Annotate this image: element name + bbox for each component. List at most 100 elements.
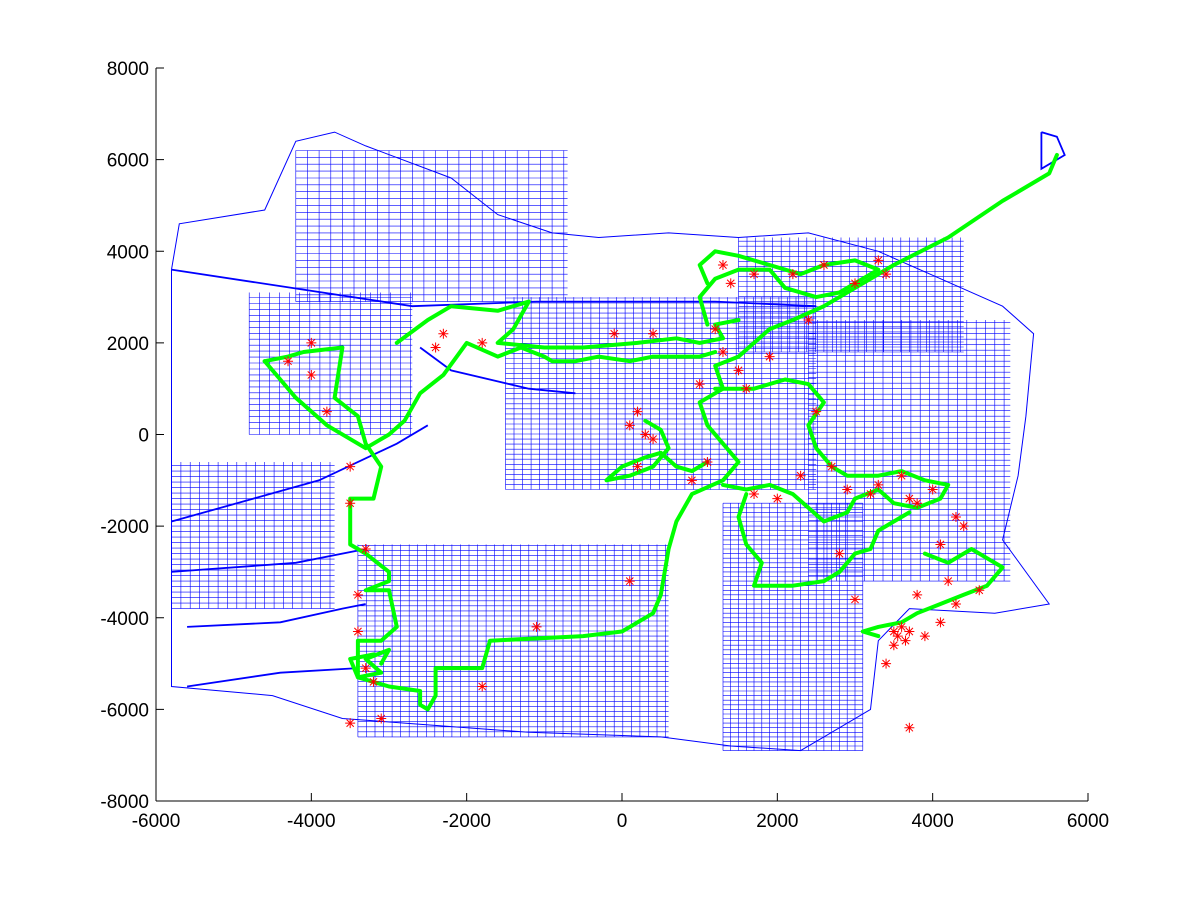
street-network bbox=[171, 131, 1066, 752]
marker-asterisk bbox=[865, 489, 876, 500]
marker-asterisk bbox=[345, 718, 356, 729]
x-tick-label: -4000 bbox=[287, 811, 336, 832]
marker-asterisk bbox=[632, 461, 643, 472]
marker-asterisk bbox=[811, 406, 822, 417]
marker-asterisk bbox=[624, 576, 635, 587]
x-tick-label: -6000 bbox=[132, 811, 181, 832]
marker-asterisk bbox=[935, 539, 946, 550]
marker-asterisk bbox=[352, 626, 363, 637]
marker-asterisk bbox=[888, 626, 899, 637]
route-segment bbox=[713, 377, 951, 524]
marker-asterisk bbox=[834, 548, 845, 559]
major-street bbox=[419, 346, 576, 395]
marker-asterisk bbox=[974, 585, 985, 596]
y-tick-label: -2000 bbox=[100, 517, 149, 538]
major-street bbox=[171, 268, 817, 308]
marker-asterisk bbox=[632, 406, 643, 417]
route-path bbox=[262, 153, 1059, 712]
marker-asterisk bbox=[360, 663, 371, 674]
marker-asterisk bbox=[430, 342, 441, 353]
marker-asterisk bbox=[818, 259, 829, 270]
marker-asterisk bbox=[702, 456, 713, 467]
street-outline bbox=[171, 131, 1051, 752]
marker-asterisk bbox=[640, 429, 651, 440]
marker-asterisk bbox=[717, 259, 728, 270]
major-street bbox=[171, 424, 429, 523]
marker-asterisk bbox=[749, 269, 760, 280]
y-tick-label: 4000 bbox=[107, 242, 149, 263]
y-tick-label: 6000 bbox=[107, 151, 149, 172]
marker-asterisk bbox=[912, 498, 923, 509]
marker-asterisk bbox=[873, 479, 884, 490]
marker-asterisk bbox=[352, 589, 363, 600]
marker-asterisk bbox=[904, 626, 915, 637]
route-segment bbox=[262, 340, 718, 451]
x-tick-label: 2000 bbox=[756, 811, 798, 832]
x-tick-label: 4000 bbox=[912, 811, 954, 832]
marker-asterisk bbox=[826, 461, 837, 472]
marker-asterisk bbox=[850, 278, 860, 289]
marker-asterisk bbox=[306, 337, 317, 348]
route-segment bbox=[604, 418, 710, 483]
marker-asterisk bbox=[360, 544, 371, 555]
route-segment bbox=[348, 647, 391, 680]
marker-asterisk bbox=[958, 521, 969, 532]
y-tick-label: 8000 bbox=[107, 59, 149, 80]
marker-asterisk bbox=[686, 475, 697, 486]
marker-asterisk bbox=[749, 489, 760, 500]
marker-asterisk bbox=[376, 713, 387, 724]
marker-asterisk bbox=[321, 406, 332, 417]
major-street bbox=[187, 603, 366, 628]
route-segment bbox=[860, 547, 1005, 639]
major-street bbox=[171, 548, 366, 573]
marker-asterisk bbox=[283, 356, 294, 367]
y-tick-label: 0 bbox=[138, 426, 149, 447]
marker-asterisk bbox=[919, 631, 930, 642]
marker-asterisk bbox=[892, 631, 903, 642]
marker-asterisk bbox=[306, 369, 317, 380]
marker-asterisk bbox=[881, 269, 892, 280]
marker-asterisk bbox=[873, 255, 884, 266]
marker-asterisk bbox=[943, 576, 954, 587]
marker-asterisk bbox=[609, 328, 620, 339]
marker-asterisk bbox=[896, 621, 907, 632]
marker-asterisk bbox=[904, 493, 915, 504]
marker-asterisk bbox=[477, 681, 488, 692]
marker-points bbox=[283, 255, 985, 733]
marker-asterisk bbox=[624, 420, 635, 431]
marker-asterisk bbox=[694, 379, 705, 390]
y-axis-ticks: -8000 -6000 -4000 -2000 0 2000 4000 6000 8000 bbox=[100, 59, 164, 813]
marker-asterisk bbox=[950, 599, 961, 610]
marker-asterisk bbox=[896, 470, 907, 481]
marker-asterisk bbox=[438, 328, 449, 339]
marker-asterisk bbox=[477, 337, 488, 348]
route-segment bbox=[697, 249, 881, 327]
marker-asterisk bbox=[345, 498, 356, 509]
marker-asterisk bbox=[803, 314, 814, 325]
marker-asterisk bbox=[842, 484, 853, 495]
major-street bbox=[186, 667, 358, 688]
marker-asterisk bbox=[772, 493, 783, 504]
marker-asterisk bbox=[741, 383, 752, 394]
marker-asterisk bbox=[912, 589, 923, 600]
marker-asterisk bbox=[725, 278, 736, 289]
marker-asterisk bbox=[881, 658, 892, 669]
y-tick-label: 2000 bbox=[107, 334, 149, 355]
y-tick-label: -4000 bbox=[100, 609, 149, 630]
route-segment bbox=[736, 492, 912, 588]
marker-asterisk bbox=[648, 434, 659, 445]
marker-asterisk bbox=[764, 351, 775, 362]
x-tick-label: -2000 bbox=[442, 811, 491, 832]
x-axis-ticks: -6000 -4000 -2000 0 2000 4000 6000 bbox=[132, 793, 1109, 832]
x-tick-label: 6000 bbox=[1067, 811, 1109, 832]
marker-asterisk bbox=[888, 640, 899, 651]
major-street bbox=[1040, 131, 1066, 171]
marker-asterisk bbox=[900, 635, 911, 646]
y-tick-label: -6000 bbox=[100, 700, 149, 721]
marker-asterisk bbox=[345, 461, 356, 472]
marker-asterisk bbox=[904, 722, 915, 733]
marker-asterisk bbox=[717, 347, 728, 358]
marker-asterisk bbox=[368, 676, 379, 687]
y-tick-label: -8000 bbox=[100, 792, 149, 813]
